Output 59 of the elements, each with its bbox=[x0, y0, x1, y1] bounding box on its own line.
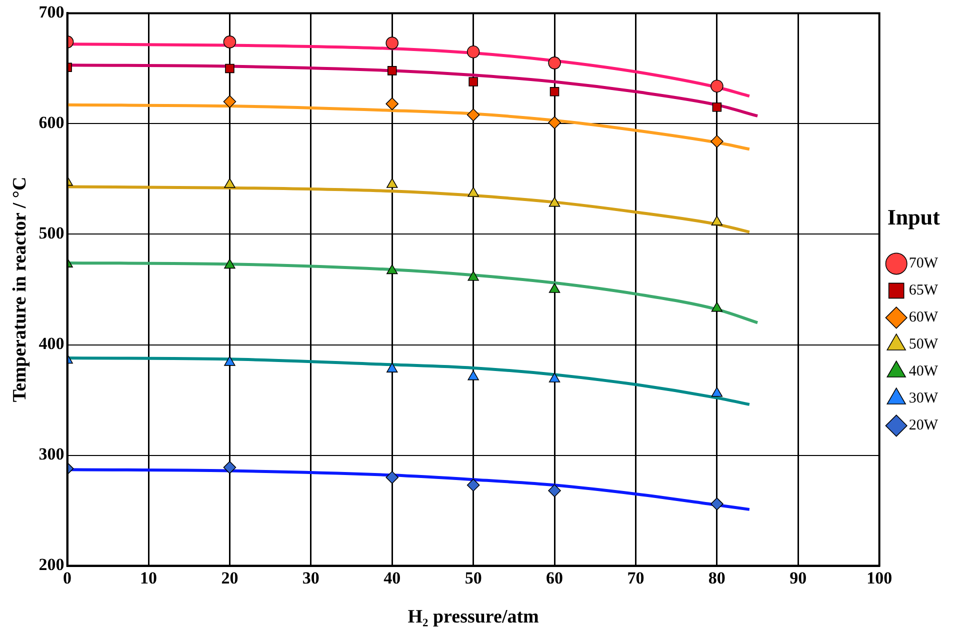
point bbox=[224, 258, 236, 269]
y-tick-label: 300 bbox=[38, 444, 64, 464]
point bbox=[468, 270, 479, 281]
point bbox=[386, 362, 398, 372]
point bbox=[711, 216, 723, 226]
legend-title: Input bbox=[887, 204, 941, 230]
y-tick-label: 400 bbox=[38, 334, 64, 354]
legend-label: 65W bbox=[908, 282, 939, 299]
x-tick-label: 60 bbox=[546, 568, 564, 588]
point bbox=[711, 386, 723, 397]
y-axis-title: Temperature in reactor / °C bbox=[9, 176, 30, 402]
point bbox=[548, 196, 560, 207]
x-tick-label: 10 bbox=[140, 568, 158, 588]
point bbox=[548, 116, 561, 130]
point bbox=[711, 302, 723, 312]
legend-label: 30W bbox=[908, 390, 939, 407]
y-tick-label: 700 bbox=[38, 2, 64, 22]
point bbox=[548, 283, 560, 293]
x-tick-label: 100 bbox=[866, 568, 892, 588]
line-series bbox=[67, 261, 760, 324]
x-axis-title: H₂ pressure/atm bbox=[408, 606, 540, 628]
x-tick-label: 40 bbox=[384, 568, 401, 588]
legend-label: 40W bbox=[908, 364, 939, 380]
point bbox=[223, 95, 236, 108]
point bbox=[225, 64, 234, 74]
x-tick-label: 90 bbox=[790, 568, 807, 588]
point bbox=[386, 178, 398, 188]
point bbox=[224, 356, 236, 366]
y-tick-label: 500 bbox=[38, 224, 64, 243]
point bbox=[712, 102, 722, 112]
x-tick-label: 20 bbox=[221, 568, 238, 588]
legend-label: 70W bbox=[908, 256, 939, 272]
point bbox=[387, 66, 397, 76]
legend-label: 20W bbox=[908, 418, 939, 434]
point bbox=[468, 370, 479, 380]
y-tick-label: 600 bbox=[38, 113, 64, 132]
point bbox=[466, 108, 480, 122]
point bbox=[550, 87, 560, 96]
legend-label: 50W bbox=[908, 336, 939, 353]
line-series bbox=[67, 356, 751, 406]
point bbox=[466, 45, 480, 58]
point bbox=[386, 36, 399, 50]
point bbox=[224, 178, 236, 188]
point bbox=[548, 372, 560, 382]
point bbox=[548, 56, 561, 70]
y-tick-label: 200 bbox=[38, 555, 64, 574]
point bbox=[710, 135, 724, 148]
point bbox=[468, 186, 479, 197]
point bbox=[386, 97, 399, 110]
x-tick-label: 50 bbox=[464, 568, 482, 588]
point bbox=[710, 80, 724, 93]
point bbox=[223, 36, 236, 48]
point bbox=[386, 264, 398, 274]
legend-label: 60W bbox=[908, 310, 939, 326]
x-tick-label: 70 bbox=[627, 568, 644, 588]
x-tick-label: 80 bbox=[708, 568, 726, 588]
point bbox=[468, 77, 478, 86]
x-tick-label: 30 bbox=[302, 568, 320, 588]
x-tick-label: 0 bbox=[63, 568, 72, 588]
